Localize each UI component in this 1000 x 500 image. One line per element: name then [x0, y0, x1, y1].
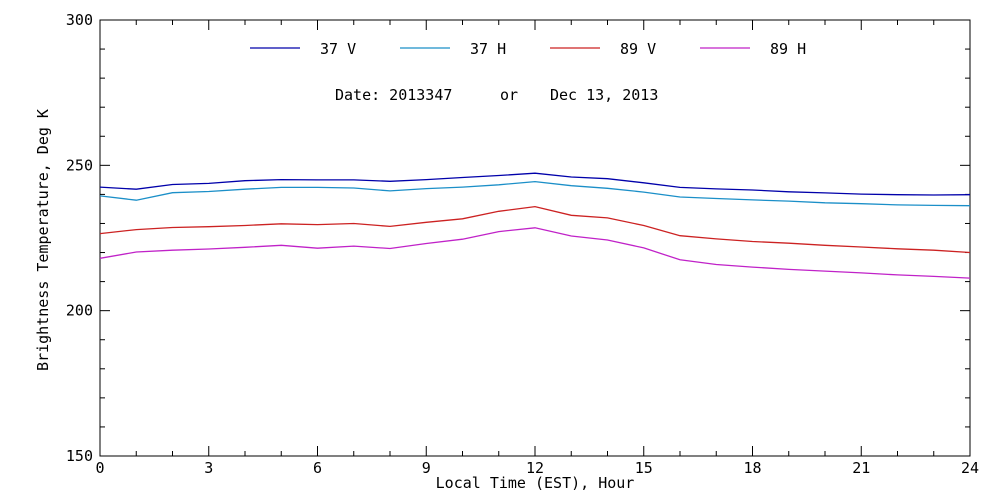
date-text: Dec 13, 2013: [550, 86, 658, 104]
x-axis-title: Local Time (EST), Hour: [436, 474, 635, 492]
date-prefix: Date: 2013347: [335, 86, 452, 104]
series-line-3: [99, 205, 971, 254]
x-tick-label: 18: [743, 459, 761, 477]
x-tick-label: 15: [635, 459, 653, 477]
y-tick-label: 200: [66, 302, 93, 320]
data-series: [99, 172, 971, 279]
x-tick-label: 21: [852, 459, 870, 477]
y-tick-label: 250: [66, 156, 93, 174]
legend-label-1: 37 V: [320, 40, 356, 58]
date-annotation: Date: 2013347 or Dec 13, 2013: [335, 86, 658, 104]
axis-tick-labels: 0 3 6 9 12 15 18 21 24 150 200 250 300: [66, 11, 979, 477]
axis-ticks: [99, 19, 971, 457]
series-line-4: [99, 227, 971, 279]
legend: 37 V 37 H 89 V 89 H: [250, 40, 806, 58]
y-tick-label: 150: [66, 447, 93, 465]
y-axis-title: Brightness Temperature, Deg K: [34, 109, 52, 371]
x-tick-label: 3: [204, 459, 213, 477]
legend-label-4: 89 H: [770, 40, 806, 58]
x-tick-label: 12: [526, 459, 544, 477]
x-tick-label: 0: [95, 459, 104, 477]
x-tick-label: 24: [961, 459, 979, 477]
legend-label-2: 37 H: [470, 40, 506, 58]
series-line-1: [99, 172, 971, 196]
series-line-2: [99, 180, 971, 207]
y-tick-label: 300: [66, 11, 93, 29]
date-or: or: [500, 86, 518, 104]
x-tick-label: 9: [422, 459, 431, 477]
plot-frame: [99, 19, 971, 457]
x-tick-label: 6: [313, 459, 322, 477]
legend-label-3: 89 V: [620, 40, 656, 58]
